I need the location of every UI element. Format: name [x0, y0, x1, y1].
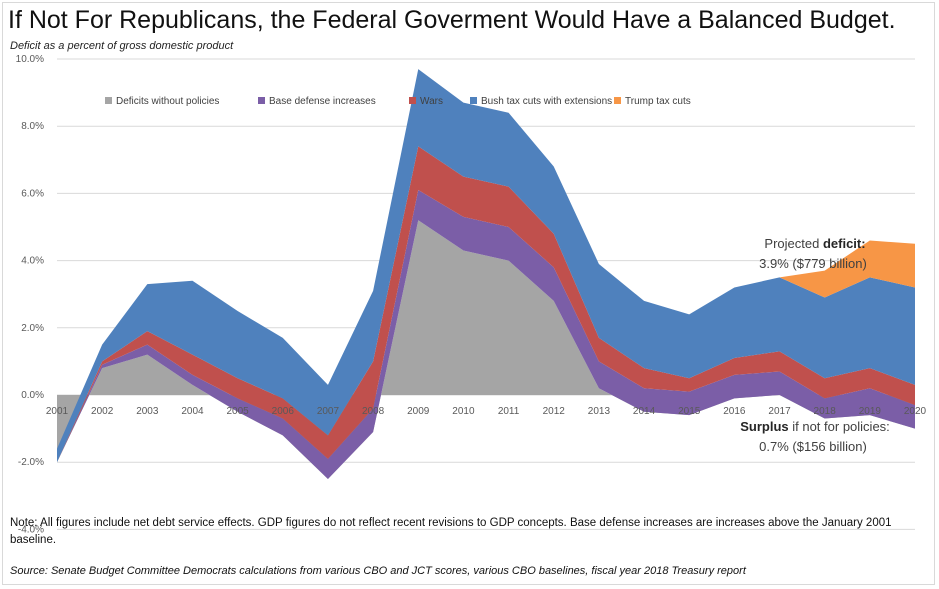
x-tick-label: 2002 — [91, 406, 114, 417]
x-tick-label: 2011 — [498, 406, 520, 417]
x-tick-label: 2013 — [588, 406, 611, 417]
y-tick-label: 8.0% — [21, 121, 44, 132]
area-series-group — [57, 69, 915, 480]
legend-item: Wars — [409, 96, 443, 107]
x-tick-label: 2020 — [904, 406, 927, 417]
legend-swatch — [258, 97, 265, 104]
surplus-annotation-rest: if not for policies: — [789, 419, 890, 434]
y-tick-label: 6.0% — [21, 188, 44, 199]
x-tick-label: 2009 — [407, 406, 430, 417]
y-tick-label: 10.0% — [16, 54, 44, 65]
chart-subtitle: Deficit as a percent of gross domestic p… — [10, 40, 234, 52]
legend-label: Wars — [420, 96, 443, 107]
legend-item: Bush tax cuts with extensions — [470, 96, 612, 107]
legend-swatch — [470, 97, 477, 104]
legend-item: Base defense increases — [258, 96, 376, 107]
chart-note: Note: All figures include net debt servi… — [10, 517, 892, 546]
deficit-annotation-bold: deficit: — [823, 236, 866, 251]
x-tick-label: 2006 — [272, 406, 295, 417]
y-tick-label: 0.0% — [21, 390, 44, 401]
legend-item: Deficits without policies — [105, 96, 219, 107]
legend-label: Deficits without policies — [116, 96, 219, 107]
legend-label: Bush tax cuts with extensions — [481, 96, 612, 107]
y-tick-label: 2.0% — [21, 323, 44, 334]
x-tick-label: 2017 — [768, 406, 791, 417]
x-tick-label: 2007 — [317, 406, 340, 417]
deficit-annotation-line1: Projected deficit: — [764, 236, 865, 251]
legend-label: Base defense increases — [269, 96, 376, 107]
x-tick-label: 2001 — [46, 406, 69, 417]
x-tick-label: 2018 — [814, 406, 837, 417]
x-tick-label: 2015 — [678, 406, 701, 417]
x-tick-label: 2019 — [859, 406, 882, 417]
area-wars — [57, 146, 915, 463]
surplus-annotation-line2: 0.7% ($156 billion) — [759, 439, 867, 454]
surplus-annotation-bold: Surplus — [740, 419, 788, 434]
legend-item: Trump tax cuts — [614, 96, 691, 107]
legend-swatch — [105, 97, 112, 104]
y-tick-label: -4.0% — [18, 524, 44, 535]
surplus-annotation-line1: Surplus if not for policies: — [740, 419, 890, 434]
x-tick-label: 2008 — [362, 406, 385, 417]
chart-source: Source: Senate Budget Committee Democrat… — [10, 565, 746, 577]
y-tick-label: 4.0% — [21, 256, 44, 267]
x-tick-label: 2003 — [136, 406, 159, 417]
x-tick-label: 2010 — [452, 406, 475, 417]
legend-label: Trump tax cuts — [625, 96, 691, 107]
deficit-annotation-line2: 3.9% ($779 billion) — [759, 256, 867, 271]
x-tick-label: 2005 — [227, 406, 250, 417]
deficit-annotation-prefix: Projected — [764, 236, 823, 251]
y-tick-label: -2.0% — [18, 457, 44, 468]
x-tick-label: 2012 — [543, 406, 566, 417]
x-tick-label: 2004 — [181, 406, 204, 417]
chart-title: If Not For Republicans, the Federal Gove… — [8, 6, 896, 34]
x-tick-label: 2016 — [723, 406, 746, 417]
legend-swatch — [614, 97, 621, 104]
area-bush-tax-cuts-with-extensions — [57, 69, 915, 463]
x-tick-label: 2014 — [633, 406, 656, 417]
area-base-defense-increases — [57, 190, 915, 480]
legend-swatch — [409, 97, 416, 104]
